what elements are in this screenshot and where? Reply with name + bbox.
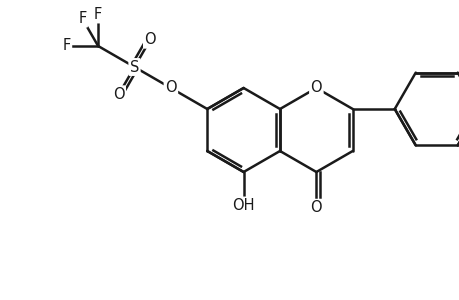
Text: S: S — [129, 59, 139, 74]
Text: O: O — [310, 200, 321, 215]
Text: O: O — [144, 32, 156, 47]
Text: F: F — [62, 38, 71, 53]
Text: F: F — [94, 7, 102, 22]
Text: O: O — [113, 87, 124, 102]
Text: O: O — [310, 80, 321, 95]
Text: F: F — [78, 11, 86, 26]
Text: O: O — [165, 80, 176, 95]
Text: OH: OH — [232, 198, 254, 213]
